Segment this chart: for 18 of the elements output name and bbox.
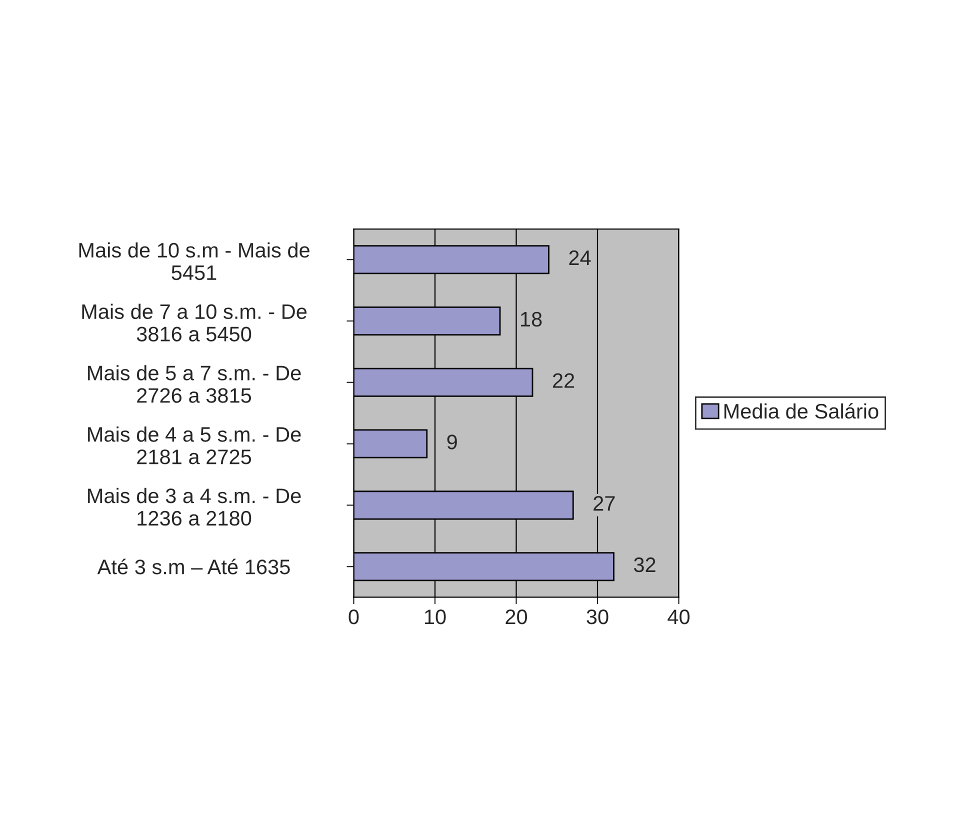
data-label: 9 xyxy=(447,434,457,450)
y-tick-label: Mais de 5 a 7 s.m. - De 2726 a 3815 xyxy=(88,365,301,403)
x-tick-label: 40 xyxy=(668,609,690,624)
y-tick-label: Mais de 7 a 10 s.m. - De 3816 a 5450 xyxy=(82,304,307,342)
y-tick-label: Até 3 s.m – Até 1635 xyxy=(97,558,290,574)
data-label: 27 xyxy=(594,496,615,511)
data-label: 32 xyxy=(634,557,656,572)
x-tick-label: 30 xyxy=(586,609,608,624)
y-tick-label: Mais de 3 a 4 s.m. - De 1236 a 2180 xyxy=(88,488,301,526)
y-tick-label: Mais de 4 a 5 s.m. - De 2181 a 2725 xyxy=(88,426,301,464)
legend-label: Media de Salário xyxy=(724,403,878,419)
data-label: 24 xyxy=(569,250,591,265)
data-label: 18 xyxy=(521,312,542,327)
x-tick-label: 0 xyxy=(348,609,359,624)
y-tick-label: Mais de 10 s.m - Mais de 5451 xyxy=(79,242,310,280)
x-tick-label: 10 xyxy=(424,609,446,624)
x-tick-label: 20 xyxy=(506,609,528,624)
data-label: 22 xyxy=(552,373,574,388)
